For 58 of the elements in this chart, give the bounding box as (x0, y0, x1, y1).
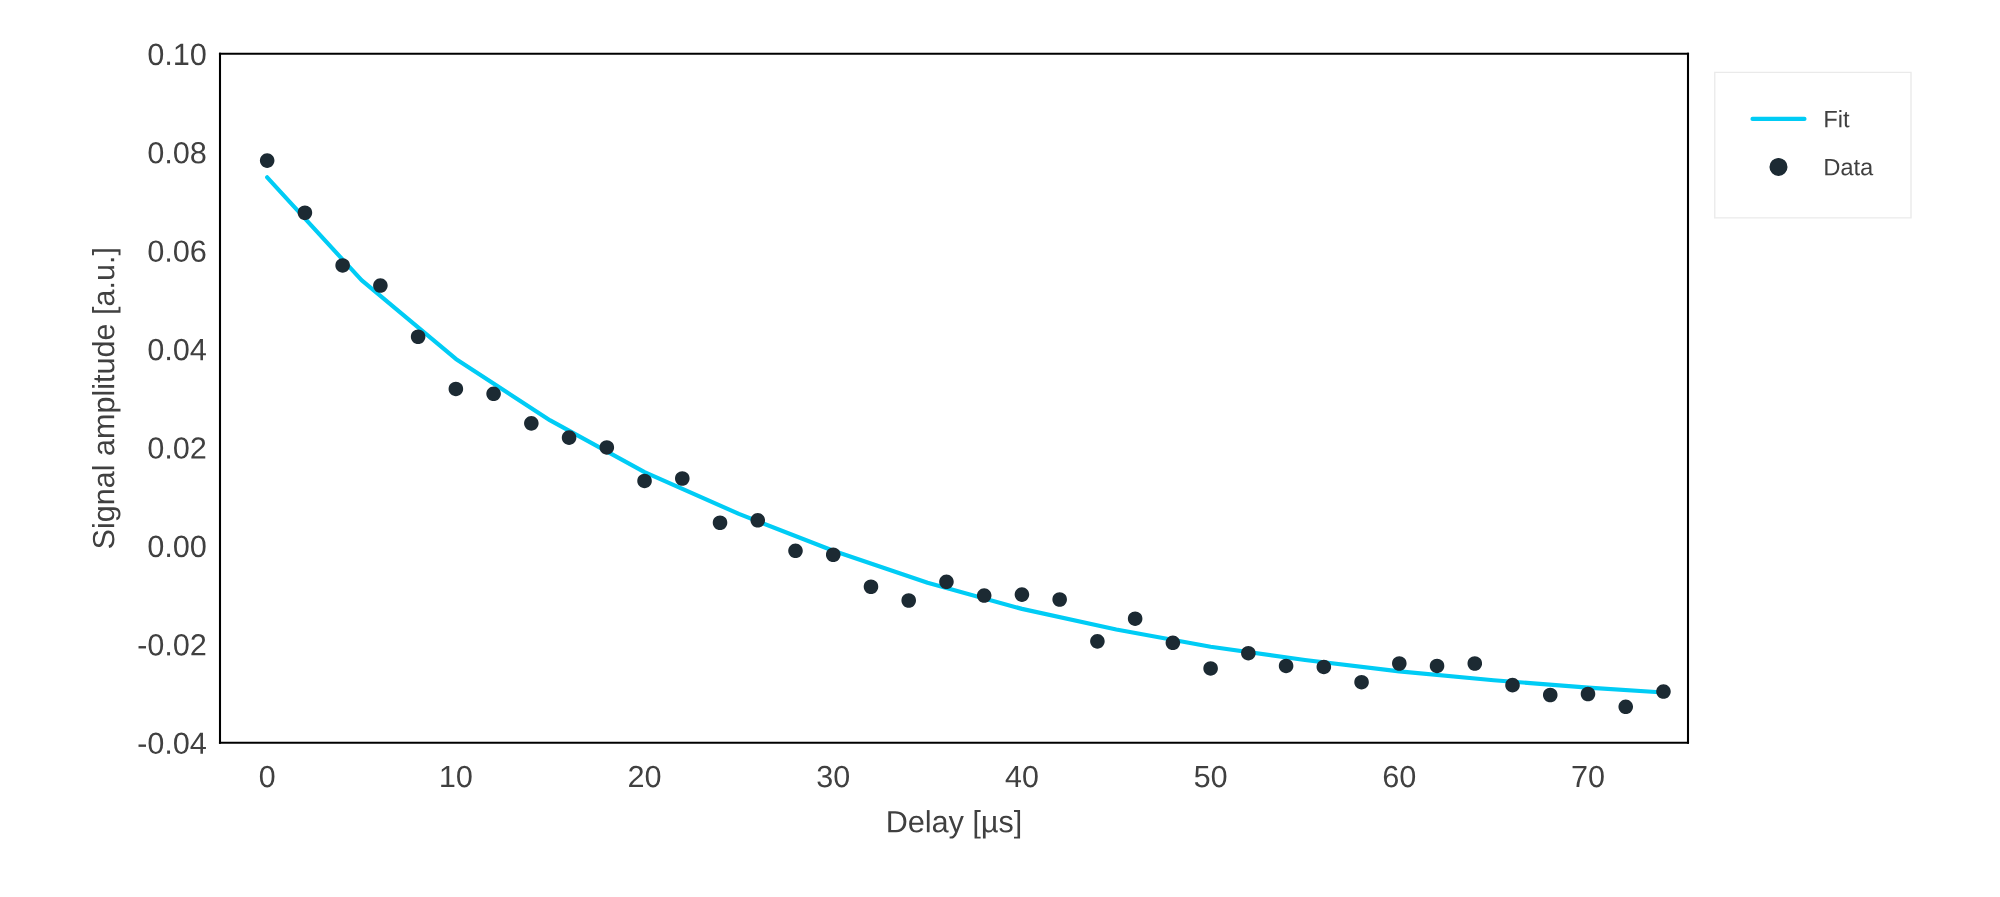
x-tick-label: 20 (629, 765, 661, 788)
point (1392, 656, 1407, 671)
x-axis-title: Delay [µs] (888, 810, 1021, 839)
point (373, 278, 388, 293)
point (1467, 656, 1483, 671)
legend-label: Fit (1825, 110, 1850, 128)
point (561, 430, 577, 445)
point (939, 574, 954, 590)
point (297, 205, 313, 221)
point (750, 513, 766, 528)
point (1090, 634, 1105, 649)
x-tick-label: 0 (259, 765, 275, 788)
y-tick-label: 0.08 (148, 141, 206, 164)
x-tick-label: 30 (817, 765, 850, 788)
y-tick-label: -0.02 (138, 634, 206, 656)
x-tick-label: 40 (1005, 765, 1038, 788)
y-tick-label: 0.10 (148, 43, 206, 66)
y-tick-label: 0.06 (148, 240, 206, 263)
x-tick-label: 50 (1194, 765, 1227, 788)
point (1127, 611, 1143, 626)
legend-label: Data (1825, 158, 1874, 176)
point (1203, 661, 1218, 676)
point (448, 381, 464, 397)
point (599, 440, 615, 455)
y-tick-label: 0.00 (148, 535, 206, 558)
point (1316, 659, 1332, 675)
point (259, 153, 275, 168)
point (335, 258, 350, 273)
point (1014, 587, 1030, 602)
point (524, 416, 539, 431)
point (1165, 635, 1181, 651)
point (410, 329, 426, 345)
point (1052, 592, 1067, 607)
point (675, 471, 690, 486)
point (1429, 658, 1445, 674)
point (1278, 658, 1294, 674)
point (1618, 699, 1634, 715)
point (486, 386, 501, 402)
y-tick-label: 0.02 (148, 437, 206, 459)
point (825, 547, 841, 563)
x-tick-label: 70 (1572, 765, 1604, 788)
point (712, 515, 728, 531)
point (637, 473, 652, 489)
point (976, 588, 992, 603)
point (1542, 687, 1558, 703)
y-axis-title: Signal amplitude [a.u.] (92, 249, 121, 549)
y-tick-label: -0.04 (138, 732, 206, 755)
point (1505, 677, 1520, 693)
point (1354, 674, 1369, 690)
point (1656, 684, 1671, 699)
x-tick-label: 10 (441, 765, 472, 788)
point (863, 579, 879, 595)
point (1241, 645, 1256, 661)
point (901, 593, 916, 608)
point (1580, 686, 1596, 702)
point (788, 543, 803, 559)
y-tick-label: 0.04 (148, 338, 206, 361)
x-tick-label: 60 (1383, 765, 1416, 788)
